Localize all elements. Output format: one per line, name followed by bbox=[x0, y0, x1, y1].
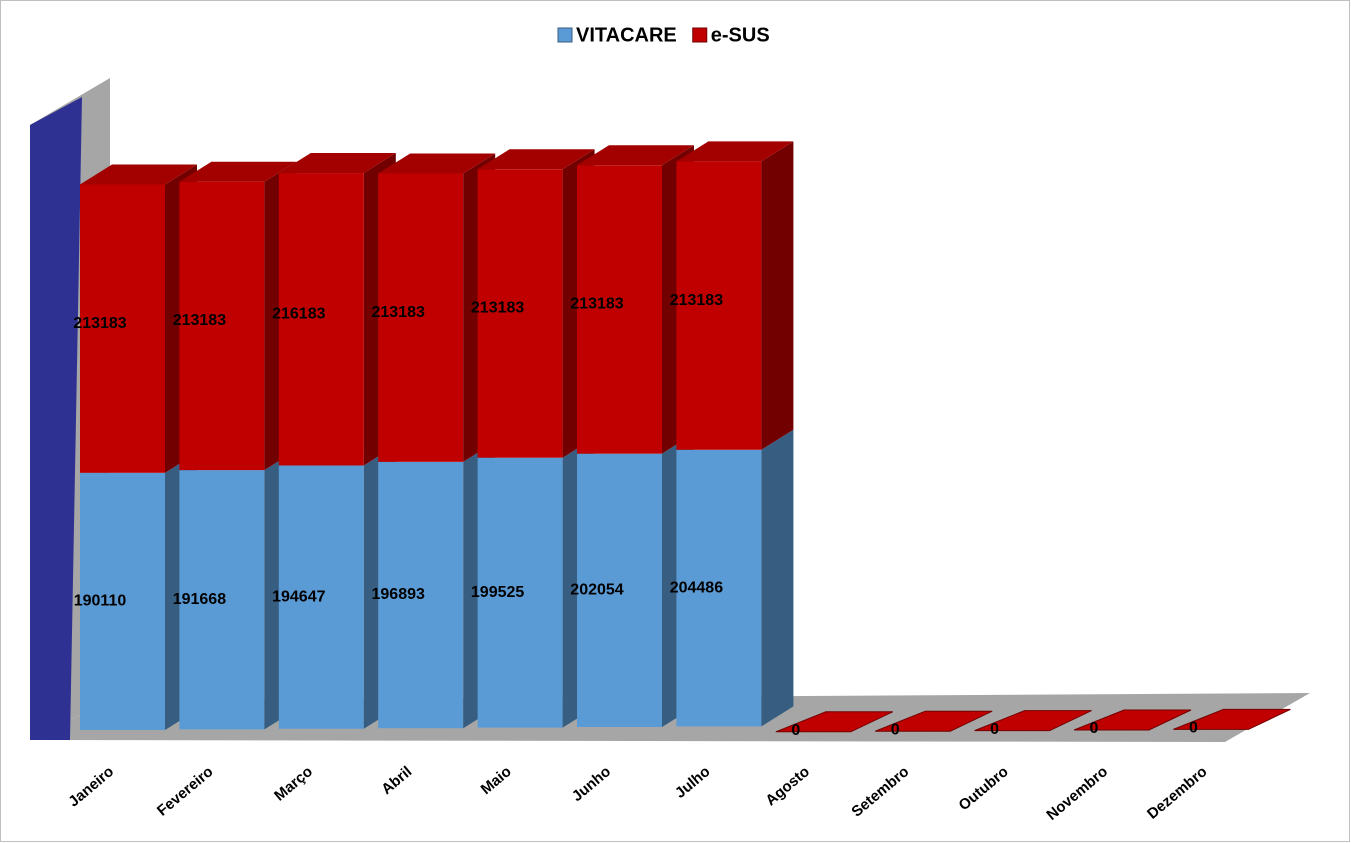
value-label: 191668 bbox=[173, 591, 226, 608]
legend-label: VITACARE bbox=[576, 24, 677, 46]
bar-segment bbox=[378, 173, 464, 462]
value-label: 199525 bbox=[471, 584, 524, 601]
bar-segment bbox=[477, 169, 563, 458]
bar-segment bbox=[477, 457, 563, 728]
bar-top bbox=[676, 141, 794, 162]
value-label: 202054 bbox=[570, 582, 623, 599]
value-label: 216183 bbox=[272, 305, 325, 322]
bar-top bbox=[477, 149, 595, 170]
value-label: 204486 bbox=[670, 579, 723, 596]
value-label: 0 bbox=[791, 722, 800, 739]
bar-top bbox=[80, 164, 197, 185]
bar-segment bbox=[80, 184, 165, 473]
value-label: 0 bbox=[1189, 720, 1198, 737]
bar-segment bbox=[278, 173, 364, 466]
value-label: 213183 bbox=[670, 292, 723, 309]
bar-segment bbox=[179, 181, 265, 471]
legend-label: e-SUS bbox=[711, 24, 770, 46]
bar-segment bbox=[577, 165, 662, 454]
bar-segment bbox=[278, 465, 364, 729]
value-label: 196893 bbox=[372, 586, 425, 603]
bar-segment bbox=[577, 453, 662, 727]
bar-flat bbox=[875, 710, 993, 732]
value-label: 0 bbox=[891, 721, 900, 738]
legend-swatch bbox=[557, 27, 573, 43]
value-label: 213183 bbox=[372, 304, 425, 321]
bar-segment bbox=[676, 449, 762, 727]
value-label: 0 bbox=[990, 721, 999, 738]
bar-segment bbox=[676, 161, 762, 450]
wall-decoration bbox=[30, 97, 82, 740]
value-label: 190110 bbox=[74, 593, 127, 610]
bar-flat bbox=[974, 710, 1092, 732]
bar-top bbox=[378, 153, 496, 174]
value-label: 213183 bbox=[471, 300, 524, 317]
legend-swatch bbox=[692, 27, 708, 43]
bar-flat bbox=[1173, 708, 1291, 730]
value-label: 213183 bbox=[73, 315, 126, 332]
bar-segment bbox=[80, 472, 165, 730]
value-label: 213183 bbox=[570, 296, 623, 313]
bar-side bbox=[761, 141, 794, 450]
bar-top bbox=[577, 145, 694, 166]
bar-flat bbox=[775, 711, 894, 733]
bar-segment bbox=[179, 470, 265, 730]
bar-side bbox=[761, 429, 794, 727]
legend: VITACARE e-SUS bbox=[557, 24, 770, 46]
value-label: 213183 bbox=[173, 312, 226, 329]
value-label: 0 bbox=[1090, 720, 1099, 737]
value-label: 194647 bbox=[272, 588, 325, 605]
bar-top bbox=[179, 161, 297, 182]
bar-top bbox=[278, 153, 396, 174]
bar-segment bbox=[378, 461, 464, 729]
bar-flat bbox=[1073, 709, 1192, 731]
